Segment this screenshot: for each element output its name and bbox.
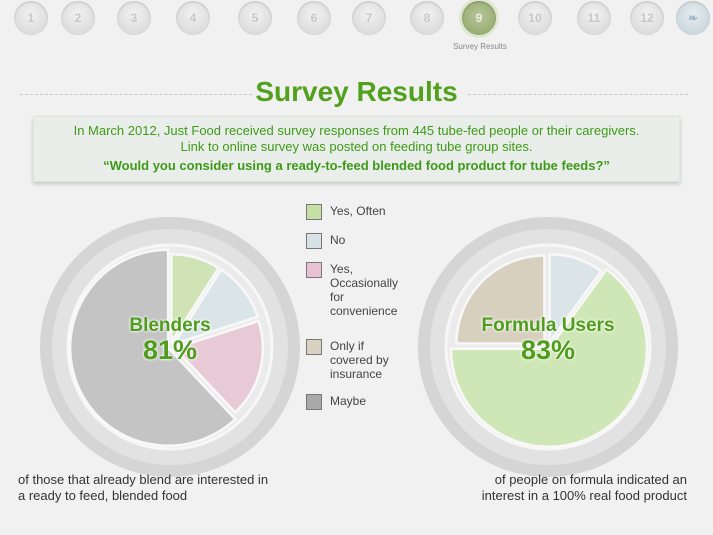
formula-users-pie-title: Formula Users (481, 315, 615, 336)
legend-swatch (306, 233, 322, 249)
step-number: 1 (27, 11, 35, 25)
step-number: 8 (423, 11, 431, 25)
step-5-button[interactable]: 5 (238, 1, 272, 35)
formula-users-pie-percent: 83% (520, 335, 576, 365)
pie-slice-only-if-covered-by-insurance (455, 254, 546, 345)
formula-users-caption-line-2: interest in a 100% real food product (481, 488, 687, 503)
ribbon-icon[interactable]: ❧ (676, 1, 710, 35)
active-step-caption: Survey Results (453, 42, 507, 51)
step-11-button[interactable]: 11 (577, 1, 611, 35)
pie-slice-no (548, 252, 604, 347)
formula-users-pie-svg (418, 217, 678, 477)
blenders-pie-svg (40, 217, 300, 477)
step-6-button[interactable]: 6 (297, 1, 331, 35)
pie-slice-maybe (68, 248, 237, 447)
legend-label: Yes, Often (330, 204, 386, 218)
pie-slice-yes-occasionally-for-convenience (172, 319, 265, 415)
step-3-button[interactable]: 3 (117, 1, 151, 35)
step-9-button[interactable]: 9 (462, 1, 496, 35)
page-title: Survey Results (255, 76, 458, 107)
legend-label: Yes, Occasionally for convenience (330, 262, 399, 318)
formula-users-caption-line-1: of people on formula indicated an (494, 472, 687, 487)
formula-users-pie-label: Formula Users 83% (463, 315, 633, 365)
pie-slice-yes-often (170, 252, 221, 347)
step-7-button[interactable]: 7 (352, 1, 386, 35)
formula-users-pie-chart (417, 216, 679, 483)
title-rule-right (468, 94, 688, 95)
pie-slice-yes-often (449, 267, 649, 449)
legend-swatch (306, 339, 322, 355)
legend-item-yes-often: Yes, Often (306, 204, 405, 220)
title-rule-left (20, 94, 252, 95)
legend-swatch (306, 262, 322, 278)
legend-swatch (306, 394, 322, 410)
step-number: 3 (130, 11, 138, 25)
banner-line-1: In March 2012, Just Food received survey… (73, 123, 640, 138)
survey-question: “Would you consider using a ready-to-fee… (103, 158, 610, 173)
formula-users-caption: of people on formula indicated an intere… (461, 472, 687, 504)
legend-label: No (330, 233, 346, 247)
step-number: 7 (365, 11, 373, 25)
step-12-button[interactable]: 12 (630, 1, 664, 35)
step-number: 9 (475, 11, 483, 25)
step-1-button[interactable]: 1 (14, 1, 48, 35)
blenders-pie-percent: 81% (142, 335, 198, 365)
legend-item-no: No (306, 233, 405, 249)
step-8-button[interactable]: 8 (410, 1, 444, 35)
legend-swatch (306, 204, 322, 220)
legend-item-only-if-insurance: Only if covered by insurance (306, 339, 405, 381)
survey-info-banner: In March 2012, Just Food received survey… (33, 116, 680, 182)
step-10-button[interactable]: 10 (518, 1, 552, 35)
blenders-pie-label: Blenders 81% (95, 315, 245, 365)
step-4-button[interactable]: 4 (176, 1, 210, 35)
blenders-caption-line-2: a ready to feed, blended food (18, 488, 188, 503)
step-number: 2 (74, 11, 82, 25)
step-number: 11 (587, 11, 601, 25)
blenders-caption: of those that already blend are interest… (18, 472, 268, 504)
step-number: 5 (251, 11, 259, 25)
step-2-button[interactable]: 2 (61, 1, 95, 35)
step-number: 6 (310, 11, 318, 25)
blenders-pie-chart (39, 216, 301, 483)
blenders-pie-title: Blenders (129, 315, 211, 336)
legend-label: Maybe (330, 394, 367, 408)
legend-label: Only if covered by insurance (330, 339, 389, 381)
step-number: 10 (528, 11, 542, 25)
legend-item-yes-occasionally: Yes, Occasionally for convenience (306, 262, 405, 318)
banner-line-2: Link to online survey was posted on feed… (180, 139, 533, 154)
blenders-caption-line-1: of those that already blend are interest… (18, 472, 269, 487)
legend-item-maybe: Maybe (306, 394, 405, 410)
step-navigation: 1 2 3 4 5 6 7 8 9 10 11 12 ❧ (0, 0, 713, 70)
pie-slice-no (171, 267, 260, 347)
step-number: 12 (640, 11, 654, 25)
step-number: 4 (189, 11, 197, 25)
